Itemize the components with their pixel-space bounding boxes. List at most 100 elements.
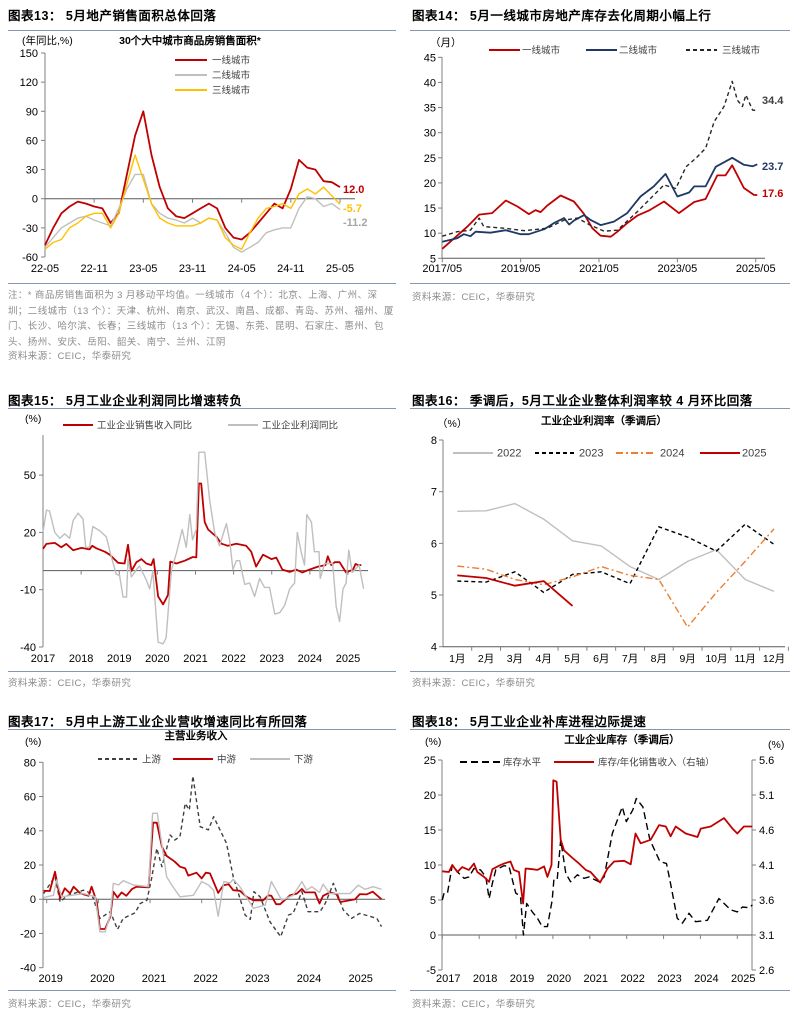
x-tick-label: 2022 [221,653,245,665]
y-unit-label: （%） [437,418,467,430]
x-tick-label: 2025 [731,973,755,985]
y-tick-label: 45 [424,52,436,64]
x-tick-label: 2024 [694,973,718,985]
chart-16: 4 5 6 7 8 1月 2月 3月 4月 5月 6月 7月 8月 9月 10月 11月 12月 （%） 工业企业利… [431,414,789,665]
x-tick-label: 10月 [705,653,727,665]
legend-label: 三线城市 [212,85,251,97]
x-tick-label: 2025/05 [736,263,776,275]
figure-14-title: 图表14： 5月一线城市房地产库存去化周期小幅上行 [412,9,712,23]
y-tick-label: 50 [24,470,36,482]
y-tick-label: 8 [431,435,437,447]
y-tick-label: 150 [20,48,38,60]
x-tick-label: 2023 [657,973,681,985]
footer-divider [8,990,396,991]
series-line-中游 [43,821,383,930]
legend-label: 一线城市 [212,55,251,67]
x-tick-label: 22-11 [81,263,108,275]
y-tick-label-right: 2.6 [759,965,774,977]
x-tick-label: 2019 [107,653,131,665]
legend-label: 三线城市 [722,45,761,57]
chart-17: -40 -20 0 20 40 60 80 2019 2020 2021 2022 2023 2024 2… [20,729,385,985]
x-tick-label: 12月 [763,653,785,665]
x-tick-label: 23-11 [179,263,206,275]
y-tick-label-right: 4.1 [759,860,774,872]
title-divider [8,30,396,31]
footer-divider [410,283,790,284]
y-tick-label: 60 [24,792,36,804]
y-tick-label: 80 [24,757,36,769]
y-tick-label: 0 [32,194,38,206]
x-tick-label: 2月 [478,653,494,665]
y-tick-label: 10 [424,860,436,872]
series-line-工业企业销售收入同比 [42,482,362,606]
title-divider [410,729,790,730]
chart-13: -60 -30 0 30 60 90 120 150 22-05 22-11 23-05 23-11 2… [20,34,368,275]
y-tick-label: 30 [26,165,38,177]
figure-17-title: 图表17： 5月中上游工业企业营收增速同比有所回落 [8,715,308,729]
x-tick-label: 2023/05 [657,263,697,275]
y-unit-label: (%) [25,413,41,425]
x-tick-label: 25-05 [326,263,354,275]
x-tick-label: 2017/05 [422,263,462,275]
y-tick-label: 15 [424,825,436,837]
y-tick-label: 4 [431,642,437,654]
x-tick-label: 8月 [651,653,667,665]
chart-title: 工业企业利润率（季调后） [541,414,667,427]
x-tick-label: 23-05 [129,263,157,275]
y-tick-label: -20 [20,928,36,940]
y-tick-label: 60 [26,135,38,147]
y-tick-label: 7 [431,487,437,499]
y-tick-label: -40 [20,963,36,975]
y-tick-label: 0 [30,894,36,906]
figure-13-source: 资料来源：CEIC，华泰研究 [8,351,132,362]
x-tick-label: 2020 [145,653,169,665]
x-tick-label: 7月 [622,653,638,665]
series-line-一线城市 [441,164,758,250]
legend-label: 2025 [742,448,766,460]
legend-label: 2024 [660,448,684,460]
series-group [457,502,775,628]
figure-13-note: 注：* 商品房销售面积为 3 月移动平均值。一线城市（4 个）：北京、上海、广州… [8,290,394,348]
series-group [44,110,341,253]
end-value-label: 23.7 [762,161,783,173]
series-line-库存/年化销售收入（右轴） [442,779,753,905]
y-tick-label: -30 [22,223,38,235]
x-tick-label: 4月 [536,653,552,665]
y-tick-label: -40 [20,642,36,654]
series-line-三线城市 [442,80,758,237]
y-tick-label-right: 5.6 [759,755,774,767]
legend-label: 二线城市 [212,70,251,82]
y-tick-label: 20 [24,860,36,872]
figure-18-title: 图表18： 5月工业企业补库进程边际提速 [412,715,647,729]
y-tick-label: 20 [24,527,36,539]
legend-label: 2023 [579,448,603,460]
y-unit-label: (%) [425,736,441,748]
x-tick-label: 24-05 [228,263,256,275]
x-tick-label: 2019 [38,973,62,985]
figure-17-source: 资料来源：CEIC，华泰研究 [8,999,132,1010]
footer-divider [8,671,396,672]
series-line-二线城市 [442,156,758,243]
x-tick-label: 2018 [69,653,93,665]
y-tick-label: 5 [431,590,437,602]
legend-label: 下游 [294,754,314,766]
y-tick-label: 10 [424,228,436,240]
legend-label: 库存水平 [503,757,542,769]
x-tick-label: 9月 [679,653,695,665]
legend-label: 2022 [497,448,521,460]
figure-14-source: 资料来源：CEIC，华泰研究 [412,292,536,303]
chart-18: -505101520252.63.13.64.14.65.15.6(%)2017… [424,733,785,985]
x-tick-label: 2024 [298,653,322,665]
series-line-工业企业利润同比 [42,451,365,645]
series-line-二线城市 [44,173,341,253]
title-divider [8,729,396,730]
x-tick-label: 1月 [449,653,465,665]
x-tick-label: 2021/05 [579,263,619,275]
series-group [441,779,753,936]
x-tick-label: 2025 [348,973,372,985]
x-tick-label: 2019/05 [501,263,541,275]
x-tick-label: 22-05 [31,263,59,275]
legend-label: 工业企业销售收入同比 [97,420,192,432]
y-tick-label: -5 [426,965,436,977]
